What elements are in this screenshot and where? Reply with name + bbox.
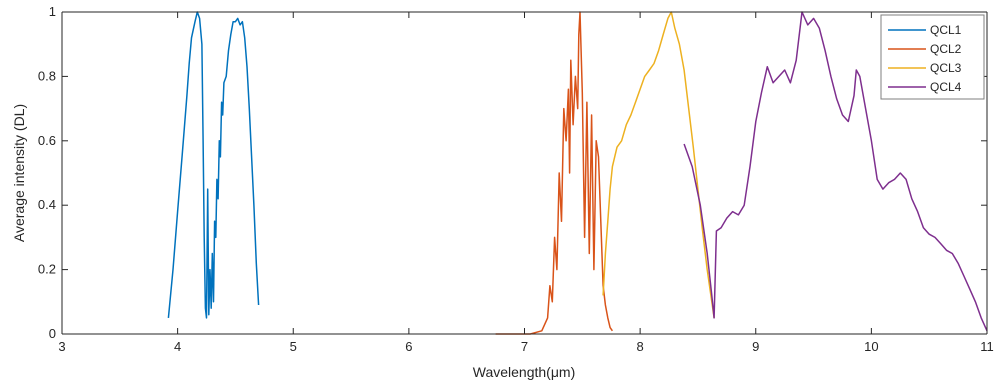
series-line-qcl1 — [167, 11, 260, 319]
y-axis-label: Average intensity (DL) — [11, 104, 27, 242]
y-tick-label: 0.4 — [38, 197, 56, 212]
x-tick-label: 9 — [752, 339, 759, 354]
y-tick-label: 0.6 — [38, 133, 56, 148]
y-tick-label: 1 — [49, 4, 56, 19]
x-tick-label: 10 — [864, 339, 878, 354]
x-tick-label: 11 — [980, 339, 994, 354]
legend-label-qcl2: QCL2 — [930, 42, 962, 56]
x-tick-label: 6 — [405, 339, 412, 354]
x-tick-label: 8 — [637, 339, 644, 354]
legend: QCL1 QCL2 QCL3 QCL4 — [880, 14, 985, 100]
y-tick-label: 0.2 — [38, 262, 56, 277]
series-line-qcl3 — [602, 11, 715, 319]
x-axis-label: Wavelength(μm) — [473, 364, 575, 380]
legend-label-qcl3: QCL3 — [930, 61, 962, 75]
legend-label-qcl4: QCL4 — [930, 80, 962, 94]
ticks-group: 3 4 5 6 7 8 9 10 11 0 0.2 0.4 0.6 0.8 1 — [38, 4, 994, 354]
y-tick-label: 0 — [49, 326, 56, 341]
series-line-qcl4 — [683, 11, 988, 332]
x-tick-label: 3 — [58, 339, 65, 354]
series-line-qcl2 — [495, 11, 614, 335]
y-tick-label: 0.8 — [38, 68, 56, 83]
legend-box — [880, 14, 985, 100]
series-group — [167, 11, 988, 335]
x-tick-label: 4 — [174, 339, 181, 354]
legend-items: QCL1 QCL2 QCL3 QCL4 — [888, 23, 962, 94]
legend-label-qcl1: QCL1 — [930, 23, 962, 37]
plot-area — [62, 12, 987, 334]
x-tick-label: 7 — [521, 339, 528, 354]
x-tick-label: 5 — [290, 339, 297, 354]
